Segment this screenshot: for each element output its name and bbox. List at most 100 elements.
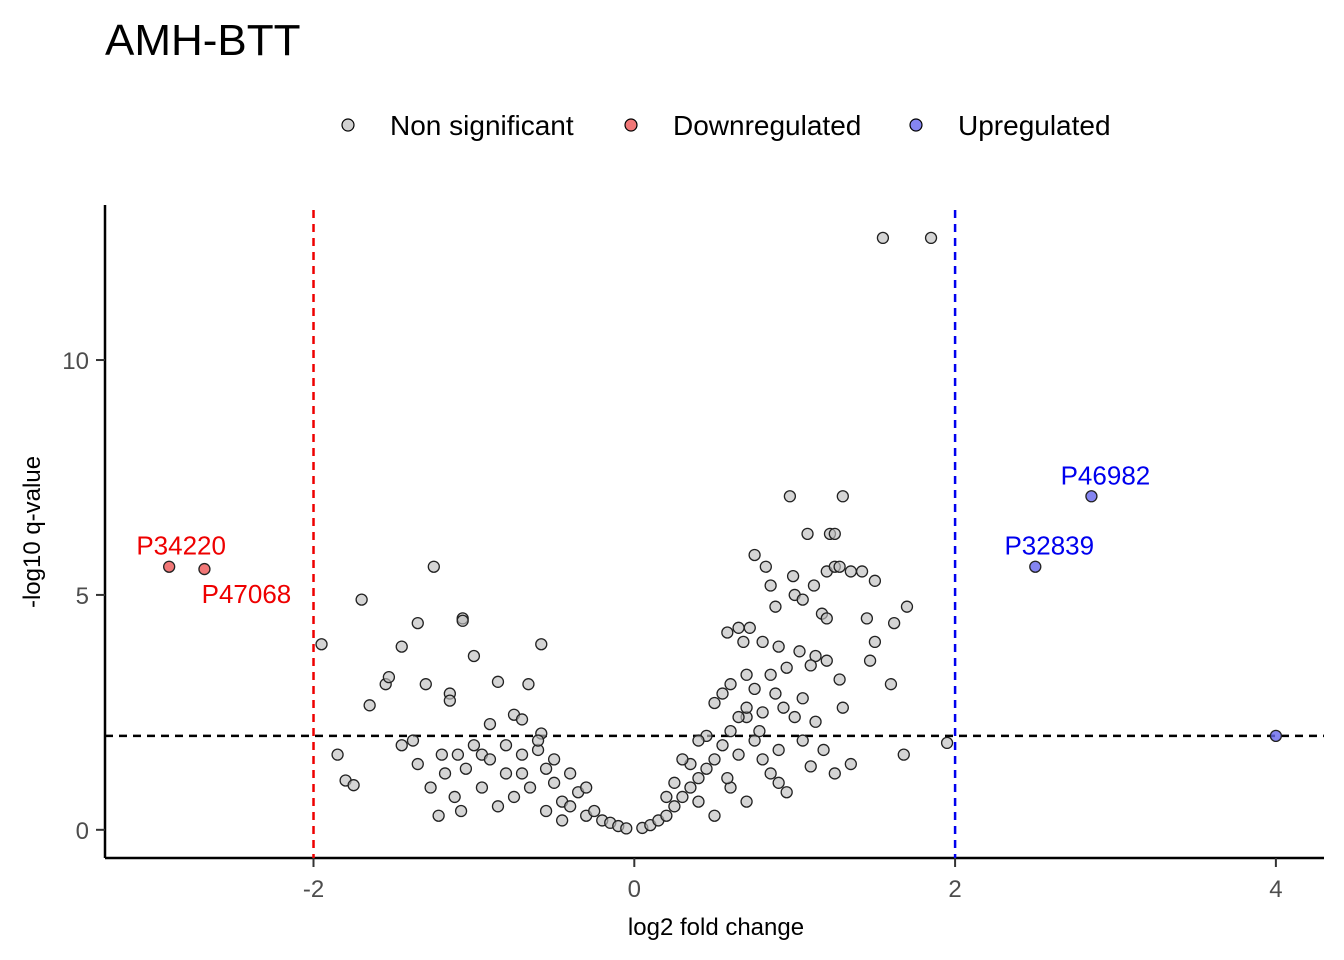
point-non-significant xyxy=(555,814,569,827)
point-non-significant xyxy=(884,678,898,691)
x-tick-label: 4 xyxy=(1269,876,1282,903)
point-non-significant xyxy=(692,734,705,747)
point-non-significant xyxy=(692,771,705,785)
point-label-p47068: P47068 xyxy=(202,579,292,609)
point-upregulated xyxy=(1029,560,1042,573)
y-tick-label: 5 xyxy=(76,583,89,610)
point-non-significant xyxy=(483,753,497,766)
point-non-significant xyxy=(692,795,705,808)
point-non-significant xyxy=(828,767,841,780)
point-non-significant xyxy=(809,715,822,728)
point-non-significant xyxy=(900,600,914,613)
point-non-significant xyxy=(817,743,830,757)
point-non-significant xyxy=(743,621,756,634)
point-non-significant xyxy=(724,678,737,691)
point-non-significant xyxy=(620,822,633,835)
point-non-significant xyxy=(535,638,548,651)
point-non-significant xyxy=(451,748,465,761)
point-non-significant xyxy=(801,527,814,540)
legend-label-upregulated: Upregulated xyxy=(958,110,1111,141)
point-non-significant xyxy=(868,635,882,649)
point-non-significant xyxy=(522,678,535,691)
point-non-significant xyxy=(724,725,737,738)
point-upregulated xyxy=(1085,490,1098,503)
point-non-significant xyxy=(660,790,673,804)
point-non-significant xyxy=(355,593,368,606)
point-non-significant xyxy=(748,734,761,747)
point-non-significant xyxy=(427,560,440,573)
point-non-significant xyxy=(467,739,481,752)
point-non-significant xyxy=(924,231,938,245)
point-non-significant xyxy=(347,779,360,792)
point-non-significant xyxy=(777,701,790,714)
point-non-significant xyxy=(828,527,841,540)
point-non-significant xyxy=(756,706,769,719)
point-non-significant xyxy=(539,804,553,818)
point-non-significant xyxy=(772,640,785,653)
point-non-significant xyxy=(507,790,521,804)
point-non-significant xyxy=(716,687,729,700)
legend-marker-upregulated xyxy=(909,118,923,132)
point-non-significant xyxy=(435,748,448,761)
point-non-significant xyxy=(580,781,593,794)
point-non-significant xyxy=(940,736,954,750)
point-non-significant xyxy=(844,565,857,578)
point-non-significant xyxy=(737,635,750,649)
point-non-significant xyxy=(796,593,809,606)
point-non-significant xyxy=(788,710,801,724)
point-non-significant xyxy=(459,762,473,775)
point-non-significant xyxy=(363,699,376,712)
x-tick-label: -2 xyxy=(303,876,324,903)
point-non-significant xyxy=(448,790,461,804)
point-non-significant xyxy=(764,579,777,592)
point-non-significant xyxy=(740,701,753,714)
point-non-significant xyxy=(732,710,745,724)
point-non-significant xyxy=(780,786,793,799)
point-non-significant xyxy=(491,675,505,688)
point-non-significant xyxy=(660,809,673,822)
point-non-significant xyxy=(759,560,772,573)
point-non-significant xyxy=(491,800,505,813)
point-non-significant xyxy=(382,670,396,684)
point-non-significant xyxy=(740,668,753,681)
legend-label-downregulated: Downregulated xyxy=(673,110,861,141)
point-non-significant xyxy=(315,638,328,651)
point-non-significant xyxy=(563,767,577,780)
x-tick-label: 2 xyxy=(948,876,961,903)
point-non-significant xyxy=(475,781,489,794)
point-non-significant xyxy=(868,574,882,587)
point-non-significant xyxy=(395,640,408,653)
point-non-significant xyxy=(547,776,561,789)
point-non-significant xyxy=(820,612,833,625)
point-non-significant xyxy=(796,734,809,747)
point-non-significant xyxy=(523,781,537,794)
point-non-significant xyxy=(454,804,468,818)
legend-marker-non-significant xyxy=(341,118,355,132)
point-non-significant xyxy=(721,626,734,639)
point-non-significant xyxy=(809,649,822,663)
point-non-significant xyxy=(772,776,785,789)
point-non-significant xyxy=(684,781,697,794)
point-non-significant xyxy=(860,612,874,625)
point-non-significant xyxy=(424,781,437,794)
point-non-significant xyxy=(748,548,761,562)
point-non-significant xyxy=(833,560,846,573)
point-non-significant xyxy=(563,800,577,813)
point-non-significant xyxy=(419,678,432,691)
point-non-significant xyxy=(807,579,821,592)
point-non-significant xyxy=(748,682,761,696)
point-non-significant xyxy=(796,692,809,705)
point-non-significant xyxy=(793,645,806,658)
point-label-p34220: P34220 xyxy=(136,531,226,561)
point-non-significant xyxy=(716,739,729,752)
point-non-significant xyxy=(804,659,817,672)
point-non-significant xyxy=(732,621,745,634)
point-non-significant xyxy=(395,739,408,752)
y-tick-label: 0 xyxy=(76,818,89,845)
point-non-significant xyxy=(836,701,849,714)
point-non-significant xyxy=(499,739,513,752)
point-non-significant xyxy=(547,753,561,766)
point-non-significant xyxy=(515,748,529,761)
point-non-significant xyxy=(783,490,797,503)
